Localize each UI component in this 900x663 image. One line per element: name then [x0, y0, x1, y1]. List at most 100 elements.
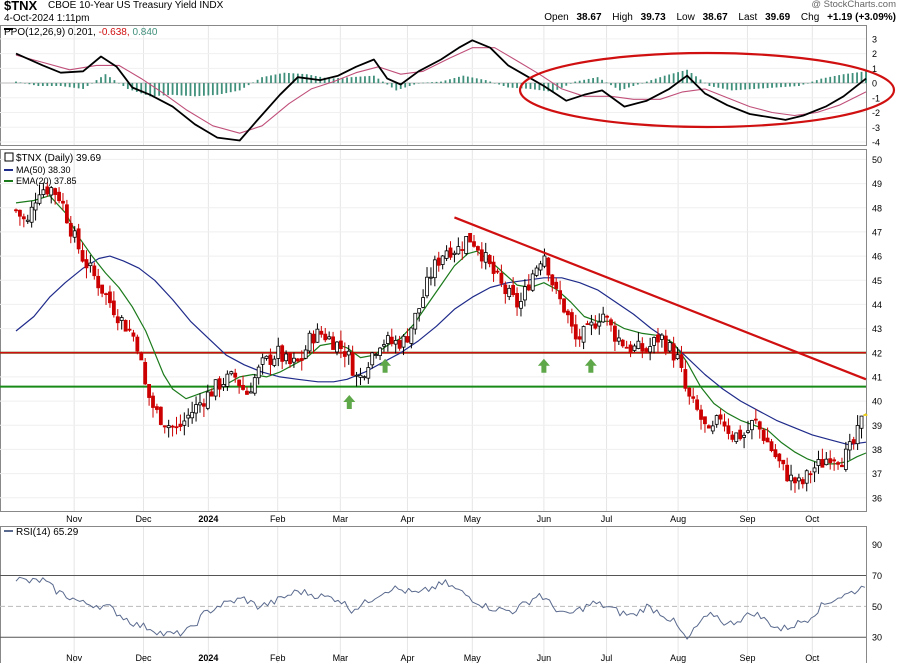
candle-body	[307, 332, 312, 352]
candle-body	[123, 319, 128, 332]
candle-body	[178, 423, 183, 427]
candle-body	[92, 265, 97, 277]
price-x-label: Mar	[333, 514, 349, 524]
candle-body	[601, 313, 606, 323]
rsi-x-label: May	[464, 653, 482, 663]
watermark: @ StockCharts.com	[811, 0, 896, 10]
candle-body	[88, 262, 93, 267]
ppo-histogram-bar	[274, 74, 277, 84]
ppo-histogram-bar	[279, 73, 281, 84]
up-arrow-icon	[584, 358, 597, 373]
rsi-x-label: Nov	[66, 653, 83, 663]
candle-body	[710, 425, 715, 432]
ppo-histogram-bar	[413, 83, 416, 85]
price-tick-label: 49	[872, 179, 882, 189]
candle-body	[80, 250, 85, 262]
candle-body	[836, 462, 840, 465]
price-tick-label: 41	[872, 372, 882, 382]
candle-body	[734, 432, 739, 442]
candle-body	[644, 348, 649, 352]
ppo-tick-label: -1	[872, 93, 880, 103]
ppo-histogram-bar	[113, 80, 116, 84]
candle-body	[464, 236, 469, 254]
ppo-histogram-bar	[507, 83, 510, 88]
rsi-x-label: Aug	[670, 653, 686, 663]
price-x-label: Apr	[400, 514, 414, 524]
ema-legend-swatch	[4, 180, 13, 182]
candle-body	[714, 415, 719, 425]
ppo-histogram-bar	[46, 83, 49, 86]
quote-open-value: 38.67	[576, 12, 602, 23]
candle-body	[413, 312, 418, 330]
candle-body	[292, 357, 296, 363]
rsi-x-label: Oct	[805, 653, 820, 663]
ppo-histogram-bar	[140, 83, 143, 94]
candle-body	[37, 194, 42, 204]
instrument-name: CBOE 10-Year US Treasury Yield INDX	[48, 0, 224, 11]
ppo-histogram-bar	[534, 83, 536, 90]
ppo-highlight-ellipse	[518, 51, 896, 129]
candle-body	[648, 346, 653, 353]
ppo-histogram-bar	[292, 73, 295, 84]
ppo-histogram-bar	[198, 83, 201, 97]
ppo-histogram-bar	[587, 78, 590, 84]
ppo-histogram-bar	[229, 83, 232, 93]
ppo-histogram-bar	[811, 81, 814, 84]
candle-body	[84, 259, 89, 269]
ppo-histogram-bar	[457, 76, 460, 84]
candle-body	[659, 334, 664, 340]
ppo-histogram-bar	[171, 83, 174, 95]
ppo-histogram-bar	[780, 83, 782, 88]
price-x-label: 2024	[198, 514, 218, 524]
candle-body	[346, 350, 351, 356]
candle-body	[671, 343, 676, 361]
ppo-legend-part: 0.840	[132, 27, 157, 38]
ppo-histogram-bar	[856, 72, 858, 84]
ppo-histogram-bar	[865, 71, 867, 84]
rsi-legend-swatch	[4, 530, 13, 532]
ppo-histogram-bar	[493, 83, 496, 84]
ppo-histogram-bar	[399, 83, 402, 89]
candle-body	[652, 337, 656, 346]
ppo-histogram-bar	[270, 75, 272, 84]
candle-body	[824, 458, 829, 466]
candle-body	[61, 200, 65, 204]
ppo-histogram-bar	[337, 78, 340, 84]
candle-body	[115, 316, 120, 324]
ema20-line	[15, 195, 867, 465]
ppo-histogram-bar	[238, 83, 241, 91]
ppo-histogram-bar	[86, 83, 89, 86]
candle-body	[526, 284, 531, 291]
quote-high-label: High	[612, 12, 633, 23]
ppo-histogram-bar	[708, 83, 711, 86]
price-tick-label: 38	[872, 445, 882, 455]
candle-body	[194, 404, 198, 414]
candle-body	[636, 340, 641, 349]
rsi-line	[15, 576, 866, 640]
rsi-tick-label: 70	[872, 571, 882, 581]
ppo-histogram-bar	[444, 80, 447, 84]
price-tick-label: 39	[872, 421, 882, 431]
ppo-histogram-bar	[95, 80, 98, 84]
ppo-histogram-bar	[806, 83, 809, 84]
ppo-histogram-bar	[431, 82, 433, 84]
price-tick-label: 45	[872, 276, 882, 286]
ppo-histogram-bar	[498, 83, 501, 85]
ppo-histogram-bar	[784, 83, 787, 87]
candle-body	[233, 372, 238, 378]
candle-body	[609, 319, 613, 326]
candle-body	[417, 308, 422, 314]
ppo-histogram-bar	[757, 83, 760, 89]
candle-body	[358, 374, 363, 378]
candle-body	[675, 354, 680, 360]
candle-body	[280, 345, 285, 362]
candle-body	[820, 459, 825, 468]
quote-high-value: 39.73	[640, 12, 666, 23]
price-tick-label: 40	[872, 397, 882, 407]
price-x-label: Feb	[270, 514, 286, 524]
ppo-histogram-bar	[386, 83, 389, 85]
candle-body	[319, 330, 324, 335]
candle-body	[597, 321, 602, 327]
candle-body	[847, 441, 852, 451]
